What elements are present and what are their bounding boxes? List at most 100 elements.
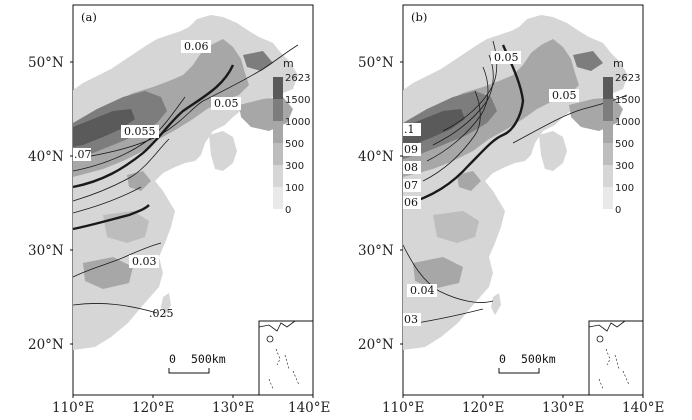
lon-label: 130°E (542, 400, 584, 416)
panel-a-tag: (a) (81, 10, 97, 24)
legend-swatch (603, 165, 613, 187)
legend-unit: m (613, 57, 624, 70)
legend-swatch (603, 99, 613, 121)
lat-label: 20°N (28, 337, 64, 353)
scale-bar-end: 500km (521, 352, 556, 366)
legend-level: 100 (615, 183, 634, 194)
scale-bar-start: 0 (499, 352, 506, 366)
legend-swatch (603, 121, 613, 143)
panel-a: 0.06 0.05 0.055 .07 0.03 .025 (a) m 2623… (72, 4, 314, 396)
legend-swatch (603, 77, 613, 99)
contour-label: 06 (404, 196, 418, 209)
contour-label: 0.05 (552, 89, 577, 102)
contour-label: .07 (74, 148, 92, 161)
panel-b-elevation-legend: m 2623 1500 1000 500 300 100 0 (603, 57, 640, 216)
legend-swatch (273, 77, 283, 99)
contour-line (512, 94, 628, 144)
contour-label: 0.03 (132, 255, 157, 268)
contour-line (72, 96, 186, 172)
legend-level: 2623 (285, 73, 310, 84)
panel-b-scale-bar: 0 500km (498, 352, 556, 374)
contour-line (72, 303, 158, 314)
panel-b-tag: (b) (411, 10, 427, 24)
contour-line (402, 244, 494, 303)
panel-a-land (73, 15, 298, 350)
elevation-band-south (413, 257, 463, 289)
legend-swatch (273, 99, 283, 121)
contour-line-thick (72, 204, 150, 231)
legend-swatch (603, 143, 613, 165)
legend-level: 300 (615, 161, 634, 172)
contour-label: 0.055 (124, 125, 156, 138)
elevation-band-peak (73, 109, 135, 147)
lon-label: 110°E (382, 400, 424, 416)
lat-label: 40°N (358, 149, 394, 165)
legend-level: 500 (615, 139, 634, 150)
contour-line-thick (72, 64, 235, 189)
lon-label: 130°E (212, 400, 254, 416)
lat-label: 30°N (358, 243, 394, 259)
legend-swatch (273, 187, 283, 209)
contour-line-thick (402, 44, 525, 207)
lat-label: 40°N (28, 149, 64, 165)
contour-label: 09 (404, 143, 418, 156)
panel-b-axes: 50°N 40°N 30°N 20°N 110°E 120°E 130°E 14… (358, 55, 664, 416)
legend-level: 2623 (615, 73, 640, 84)
legend-level: 1000 (285, 117, 310, 128)
contour-line (72, 138, 170, 202)
lat-label: 50°N (358, 55, 394, 71)
lat-label: 20°N (358, 337, 394, 353)
panel-b-contours (402, 40, 628, 326)
contour-label: .025 (149, 307, 174, 320)
elevation-band-shandong (457, 171, 481, 191)
contour-line (72, 44, 299, 160)
panel-a-axes: 50°N 40°N 30°N 20°N 110°E 120°E 130°E 14… (28, 55, 330, 416)
lat-label: 50°N (28, 55, 64, 71)
lat-label: 30°N (28, 243, 64, 259)
contour-label: .1 (404, 123, 415, 136)
contour-line (422, 90, 481, 182)
legend-level: 0 (615, 205, 621, 216)
legend-swatch (273, 165, 283, 187)
legend-swatch (273, 121, 283, 143)
lon-label: 120°E (462, 400, 504, 416)
contour-label: 0.06 (184, 40, 209, 53)
legend-swatch (273, 143, 283, 165)
panel-b-contour-labels: 0.05 0.05 .1 09 08 07 06 0.04 03 (403, 51, 579, 326)
legend-level: 1500 (285, 95, 310, 106)
panel-a-contour-labels: 0.06 0.05 0.055 .07 0.03 .025 (73, 40, 241, 320)
panel-a-inset-map (258, 320, 314, 396)
elevation-band-northeast (573, 51, 603, 71)
panel-b: 0.05 0.05 .1 09 08 07 06 0.04 03 (b) m (402, 4, 644, 396)
legend-level: 1000 (615, 117, 640, 128)
contour-label: 0.04 (410, 284, 435, 297)
elevation-band-central (433, 211, 479, 243)
elevation-band-peak (403, 109, 465, 147)
elevation-band-northeast (243, 51, 273, 71)
legend-unit: m (283, 57, 294, 70)
contour-line (72, 186, 142, 214)
lon-label: 140°E (622, 400, 664, 416)
panel-a-elevation-legend: m 2623 1500 1000 500 300 100 0 (273, 57, 310, 216)
lon-label: 110°E (52, 400, 94, 416)
contour-label: 0.05 (214, 97, 239, 110)
lon-label: 120°E (132, 400, 174, 416)
scale-bar-end: 500km (191, 352, 226, 366)
scale-bar-start: 0 (169, 352, 176, 366)
legend-level: 100 (285, 183, 304, 194)
legend-swatch (603, 187, 613, 209)
legend-level: 1500 (615, 95, 640, 106)
panel-a-contours (72, 44, 299, 314)
panel-b-inset-map (588, 320, 644, 396)
lon-label: 140°E (288, 400, 330, 416)
contour-label: 08 (404, 161, 418, 174)
contour-label: 03 (404, 313, 418, 326)
contour-label: 0.05 (494, 51, 519, 64)
elevation-band-south (83, 257, 133, 289)
legend-level: 500 (285, 139, 304, 150)
legend-level: 0 (285, 205, 291, 216)
contour-line (426, 66, 489, 162)
legend-level: 300 (285, 161, 304, 172)
contour-label: 07 (404, 179, 418, 192)
